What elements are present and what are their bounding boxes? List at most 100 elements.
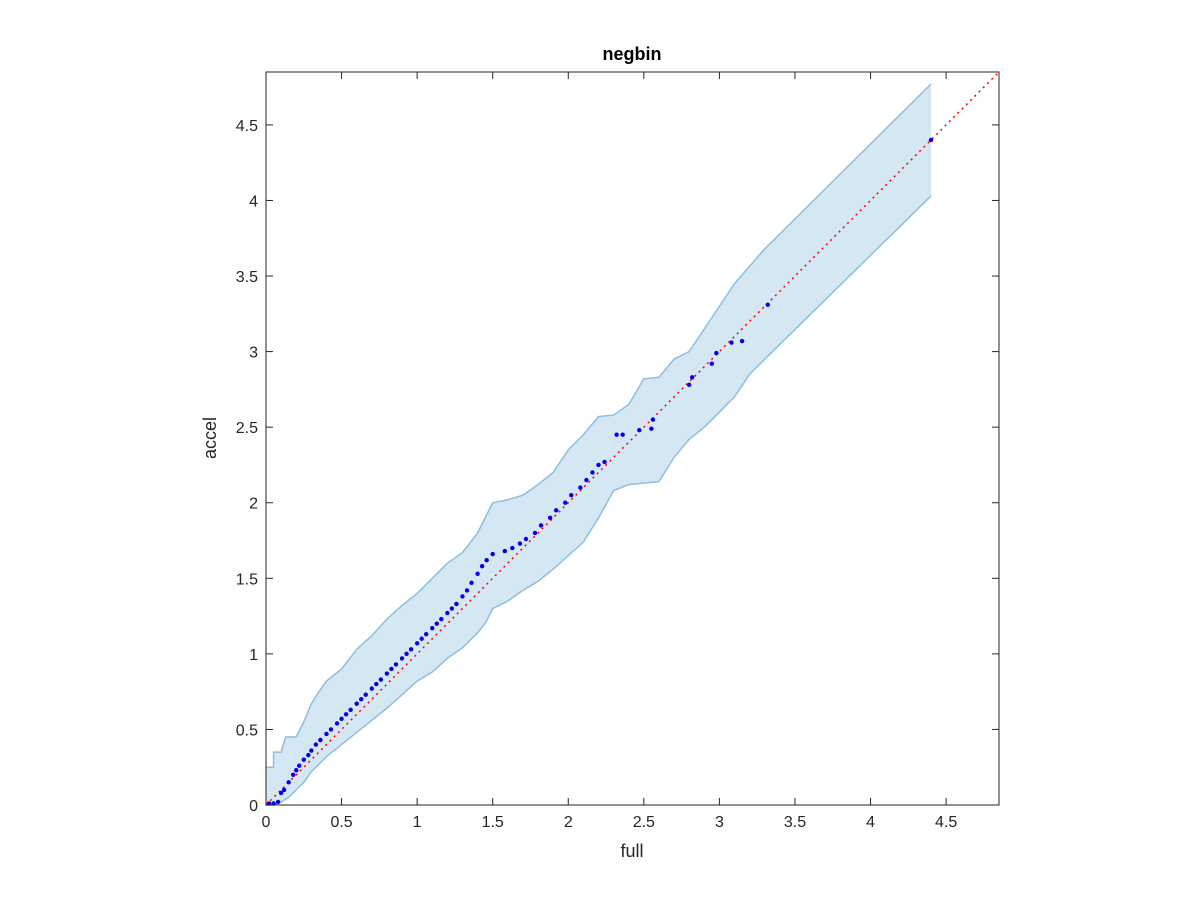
data-point	[389, 666, 394, 672]
x-tick-label: 1	[413, 814, 422, 831]
data-point	[378, 677, 384, 682]
data-point	[286, 780, 291, 785]
data-point	[765, 302, 770, 307]
band-fill	[266, 84, 931, 806]
data-point	[419, 636, 424, 641]
data-point	[408, 647, 414, 652]
data-point	[584, 477, 589, 483]
x-tick-label: 2.5	[633, 814, 655, 831]
data-point	[354, 701, 359, 706]
x-tick-label: 4.5	[935, 814, 957, 831]
data-point	[454, 601, 459, 607]
y-tick-label: 1	[249, 647, 258, 664]
data-point	[328, 727, 334, 732]
data-point	[650, 417, 656, 422]
data-point	[614, 432, 619, 437]
data-point	[502, 548, 507, 554]
data-point	[393, 662, 399, 667]
data-point	[596, 462, 601, 468]
data-point	[739, 338, 745, 344]
y-tick-label: 3.5	[236, 269, 258, 286]
y-tick-label: 3	[249, 345, 258, 362]
y-tick-label: 0	[249, 798, 258, 815]
data-points	[266, 137, 934, 806]
data-point	[445, 610, 450, 616]
data-point	[399, 656, 405, 661]
data-point	[620, 432, 625, 437]
data-point	[318, 737, 323, 743]
data-point	[538, 523, 544, 528]
data-point	[275, 799, 281, 805]
x-tick-label: 4	[866, 814, 875, 831]
x-tick-label: 2	[564, 814, 573, 831]
data-point	[469, 580, 474, 586]
y-tick-label: 4.5	[236, 118, 258, 135]
data-point	[363, 692, 368, 697]
data-point	[553, 508, 559, 513]
x-tick-label: 0.5	[330, 814, 352, 831]
confidence-band	[266, 83, 932, 806]
data-point	[359, 697, 364, 702]
data-point	[294, 768, 299, 773]
data-point	[281, 787, 287, 793]
data-point	[404, 651, 409, 657]
data-point	[301, 757, 306, 762]
data-point	[464, 588, 470, 593]
data-point	[369, 686, 374, 691]
data-point	[709, 361, 715, 366]
data-point	[460, 594, 465, 599]
data-point	[569, 492, 574, 498]
band-upper-edge	[266, 83, 932, 768]
y-tick-label: 4	[249, 193, 258, 210]
data-point	[434, 621, 439, 626]
data-point	[602, 459, 607, 465]
data-point	[517, 541, 523, 546]
data-point	[928, 137, 934, 143]
x-axis-ticks: 0 0.5 1 1.5 2 2.5 3 3.5 4 4.5	[262, 72, 957, 831]
x-tick-label: 0	[262, 814, 271, 831]
data-point	[649, 426, 654, 431]
data-point	[291, 772, 296, 777]
y-tick-label: 2.5	[236, 420, 258, 437]
data-point	[313, 742, 319, 747]
x-tick-label: 3.5	[784, 814, 806, 831]
data-point	[278, 790, 284, 796]
data-point	[523, 536, 529, 542]
y-tick-label: 0.5	[236, 722, 258, 739]
data-point	[532, 530, 538, 536]
y-tick-label: 1.5	[236, 571, 258, 588]
chart-title: negbin	[603, 44, 662, 64]
data-point	[547, 515, 553, 521]
x-tick-label: 1.5	[482, 814, 504, 831]
data-point	[334, 721, 340, 726]
data-point	[479, 564, 485, 569]
x-axis-label: full	[620, 841, 643, 861]
data-point	[637, 427, 642, 433]
data-point	[510, 545, 515, 551]
data-point	[449, 606, 455, 611]
data-point	[306, 752, 311, 758]
data-point	[490, 551, 495, 557]
data-point	[348, 707, 353, 712]
data-point	[343, 712, 349, 717]
data-point	[430, 625, 435, 631]
data-point	[414, 641, 420, 646]
data-point	[384, 671, 390, 676]
band-lower-edge	[266, 195, 932, 806]
data-point	[309, 748, 314, 753]
data-point	[729, 340, 734, 345]
plot-frame	[265, 71, 1000, 806]
data-point	[297, 763, 302, 768]
data-point	[714, 350, 719, 356]
y-axis-label: accel	[200, 417, 220, 459]
data-point	[686, 382, 692, 388]
data-point	[424, 632, 429, 637]
data-point	[563, 500, 568, 505]
y-tick-label: 2	[249, 496, 258, 513]
data-point	[578, 485, 583, 490]
data-point	[484, 557, 489, 563]
data-point	[689, 375, 695, 380]
y-axis-ticks: 0 0.5 1 1.5 2 2.5 3 3.5 4 4.5	[236, 118, 999, 815]
data-point	[475, 571, 480, 576]
